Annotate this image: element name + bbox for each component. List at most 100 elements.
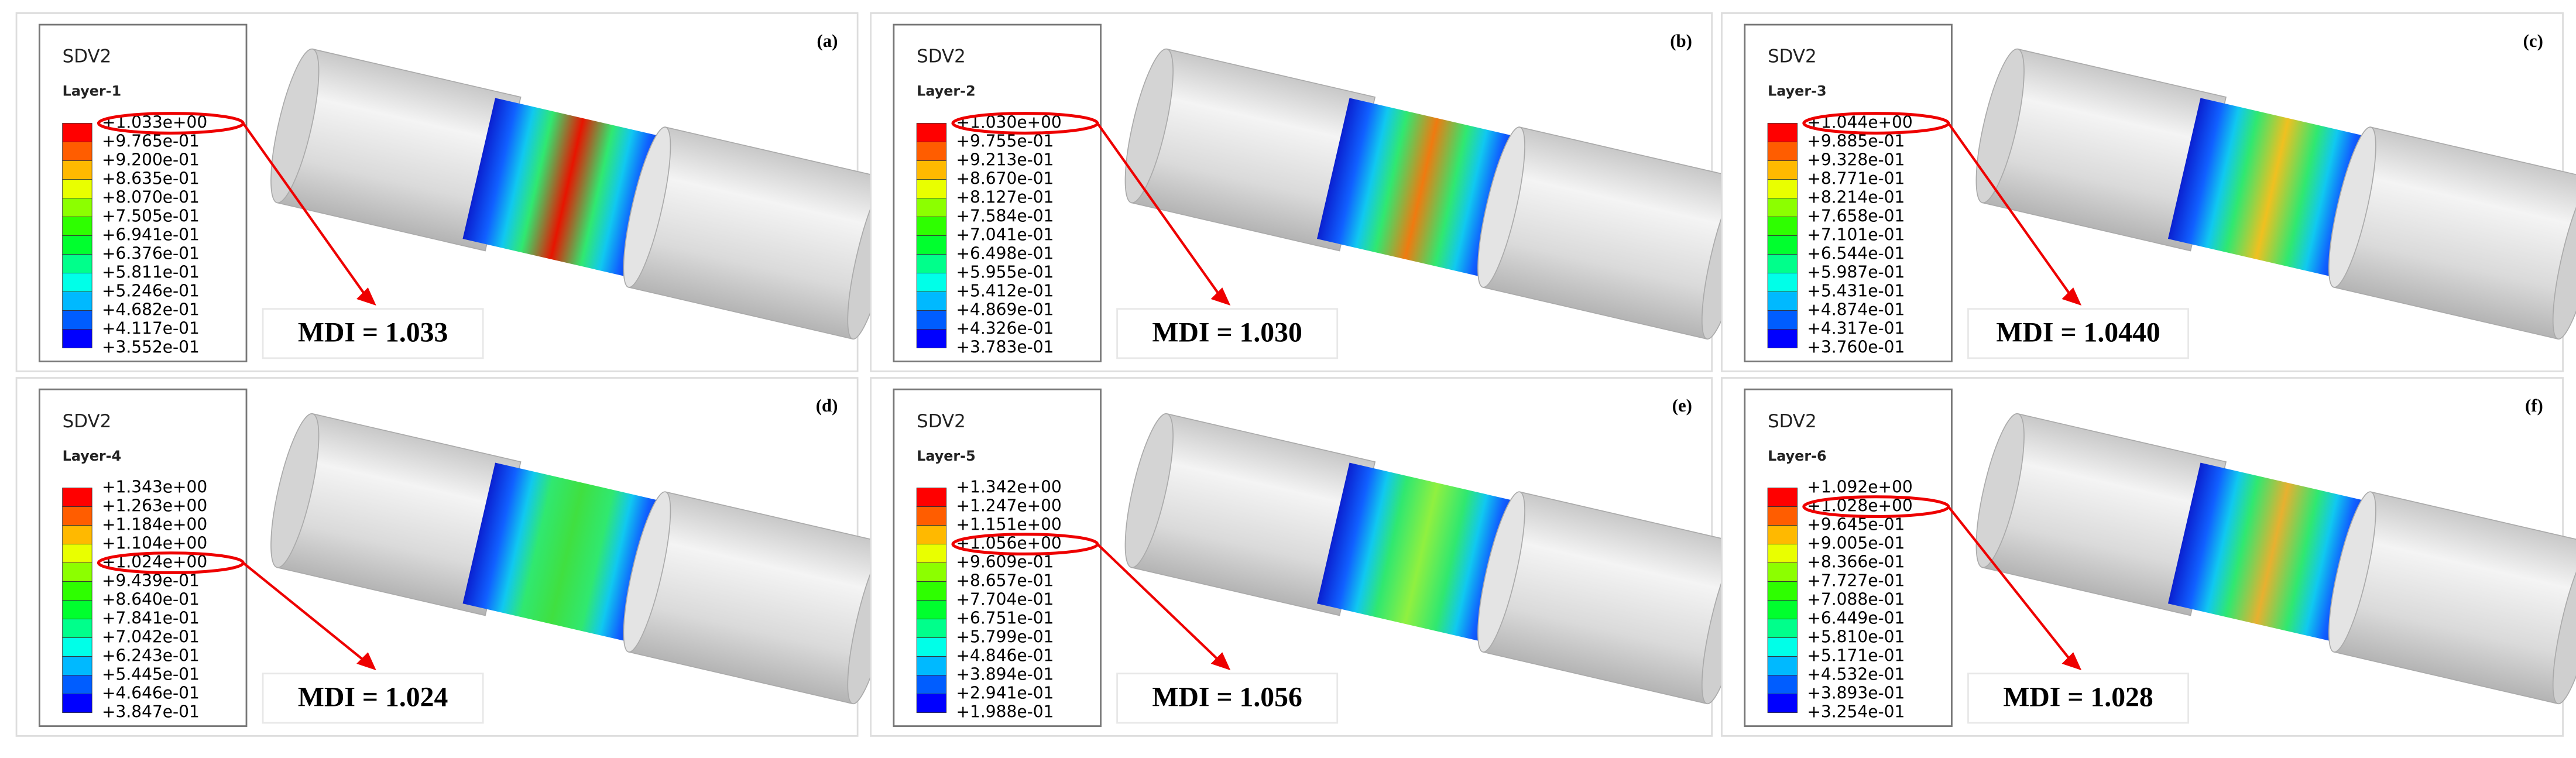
mdi-value: MDI = 1.056 (1152, 682, 1302, 713)
color-bar-cell (916, 198, 947, 217)
legend-value: +8.771e-01 (1807, 169, 1905, 188)
legend-value: +1.247e+00 (956, 496, 1062, 516)
legend-value: +8.214e-01 (1807, 187, 1905, 207)
left-cap (1975, 48, 2025, 204)
color-bar-cell (62, 563, 92, 582)
pipe (1975, 413, 2576, 705)
legend-value: +7.704e-01 (956, 590, 1054, 609)
color-bar-cell (1767, 525, 1798, 544)
color-bar-cell (1767, 506, 1798, 526)
legend-value: +5.810e-01 (1807, 627, 1905, 647)
color-bar-cell (62, 637, 92, 657)
legend-value: +8.640e-01 (102, 590, 200, 609)
color-bar-cell (1767, 273, 1798, 292)
color-bar-cell (1767, 563, 1798, 582)
legend-value: +7.584e-01 (956, 206, 1054, 225)
panel: SDV2 Layer-5 +1.342e+00+1.247e+00+1.151e+0… (870, 377, 1750, 737)
panel-label: (b) (1670, 30, 1692, 51)
color-bar-cell (916, 525, 947, 544)
legend-value: +1.343e+00 (102, 478, 207, 497)
color-bar-cell (916, 254, 947, 273)
legend-value: +1.263e+00 (102, 496, 207, 516)
left-cap (1124, 48, 1174, 204)
color-bar-cell (62, 179, 92, 198)
legend-value: +1.104e+00 (102, 534, 207, 553)
color-bar-cell (1767, 675, 1798, 694)
legend-value: +4.326e-01 (956, 318, 1054, 338)
color-bar-cell (62, 142, 92, 161)
legend-value: +4.532e-01 (1807, 665, 1905, 684)
legend-value: +1.151e+00 (956, 515, 1062, 534)
panel-label: (e) (1672, 395, 1692, 416)
variable-name: SDV2 (1768, 46, 1817, 67)
legend-value: +3.760e-01 (1807, 337, 1905, 356)
pipe (270, 413, 896, 705)
legend-value: +3.847e-01 (102, 702, 200, 722)
legend-value: +9.005e-01 (1807, 534, 1905, 553)
legend-value: +5.445e-01 (102, 665, 200, 684)
legend-value: +6.751e-01 (956, 609, 1054, 628)
color-bar-cell (916, 310, 947, 330)
variable-name: SDV2 (63, 46, 112, 67)
layer-name: Layer-4 (63, 448, 122, 464)
color-bar-cell (62, 217, 92, 236)
legend-value: +5.955e-01 (956, 262, 1054, 282)
color-bar-cell (916, 563, 947, 582)
variable-name: SDV2 (917, 46, 966, 67)
legend-value: +4.117e-01 (102, 318, 200, 338)
legend-value: +6.544e-01 (1807, 243, 1905, 263)
color-bar-cell (916, 600, 947, 619)
legend-value: +9.765e-01 (102, 131, 200, 150)
color-bar-cell (62, 291, 92, 311)
color-bar-cell (916, 291, 947, 311)
legend-value: +6.941e-01 (102, 225, 200, 244)
legend-value: +8.070e-01 (102, 187, 200, 207)
mdi-box (262, 308, 484, 359)
legend-value: +5.412e-01 (956, 281, 1054, 300)
color-bar-cell (916, 694, 947, 713)
color-bar-cell (1767, 694, 1798, 713)
color-bar-cell (62, 123, 92, 142)
color-bar-cell (1767, 217, 1798, 236)
legend-value: +7.101e-01 (1807, 225, 1905, 244)
legend-value: +4.846e-01 (956, 646, 1054, 666)
layer-name: Layer-6 (1768, 448, 1827, 464)
right-face (2328, 126, 2376, 288)
color-bar-cell (1767, 160, 1798, 180)
color-bar-cell (62, 600, 92, 619)
legend-value: +7.841e-01 (102, 609, 200, 628)
color-bar-cell (62, 544, 92, 563)
color-bar-cell (916, 675, 947, 694)
legend-value: +5.799e-01 (956, 627, 1054, 647)
color-bar-cell (916, 637, 947, 657)
mdi-box (262, 673, 484, 724)
legend-value: +7.088e-01 (1807, 590, 1905, 609)
mdi-box (1116, 308, 1339, 359)
mdi-box (1116, 673, 1339, 724)
right-cap (2552, 543, 2576, 705)
left-cap (1124, 413, 1174, 568)
color-bar-cell (916, 123, 947, 142)
legend-value: +9.609e-01 (956, 553, 1054, 572)
left-cap (270, 413, 320, 568)
color-bar-cell (1767, 235, 1798, 255)
legend-value: +6.498e-01 (956, 243, 1054, 263)
legend-value: +6.449e-01 (1807, 609, 1905, 628)
legend-value: +8.366e-01 (1807, 553, 1905, 572)
color-bar-cell (1767, 198, 1798, 217)
arrow-head (356, 652, 376, 671)
highlight-arrow (242, 561, 369, 665)
color-bar-cell (1767, 619, 1798, 638)
color-bar-cell (916, 179, 947, 198)
right-face (2328, 491, 2376, 653)
legend-value: +7.658e-01 (1807, 206, 1905, 225)
legend-value: +1.342e+00 (956, 478, 1062, 497)
arrow-head (2062, 652, 2082, 671)
mdi-box (1967, 673, 2190, 724)
variable-name: SDV2 (1768, 411, 1817, 432)
color-bar-cell (62, 656, 92, 675)
legend-value: +5.246e-01 (102, 281, 200, 300)
color-bar-cell (1767, 254, 1798, 273)
color-bar-cell (62, 694, 92, 713)
